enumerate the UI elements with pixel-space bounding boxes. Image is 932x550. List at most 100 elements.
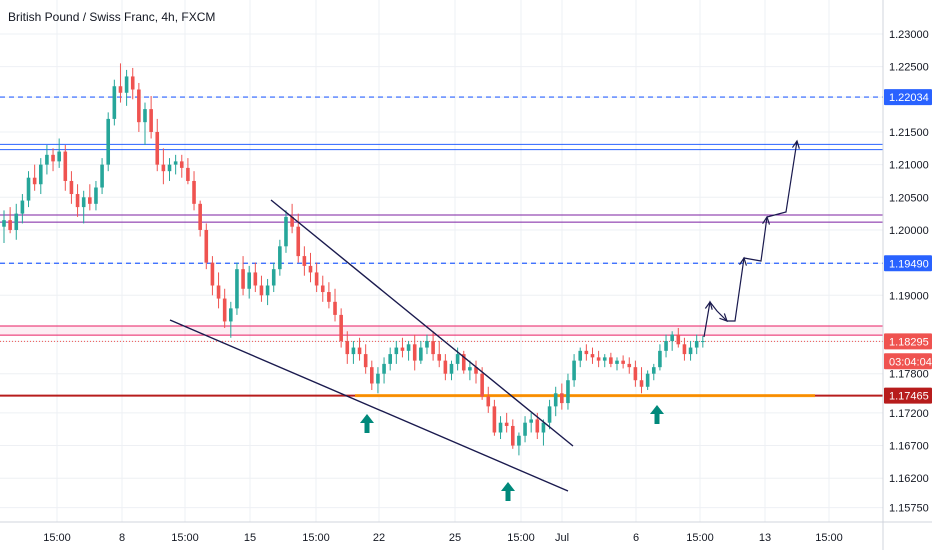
candle-body [118,86,123,93]
candle-body [461,354,466,371]
buy-arrow-icon [360,414,374,433]
candle-body [284,216,288,247]
candle-body [370,367,374,384]
candle-body [345,341,350,355]
candle-body [235,269,239,309]
time-tick-label: 15:00 [686,532,714,544]
candle-body [20,200,25,214]
candle-body [676,334,681,345]
candle-body [229,308,233,322]
candle-body [517,435,521,446]
candle-body [192,180,196,204]
candle-body [81,197,86,208]
time-axis[interactable]: 15:00 8 15:00 15 15:00 22 25 15:00 Jul 6 15:00 13 15… [43,532,843,544]
candle-body [155,131,160,165]
price-axis[interactable]: 1.15750 1.16200 1.16700 1.17200 1.17800 1.190… [889,29,929,515]
candle-body [94,187,98,204]
candle-body [443,360,448,374]
candle-body [106,118,111,165]
candle-body [504,422,509,426]
chart-title: British Pound / Swiss Franc, 4h, FXCM [8,10,215,24]
price-tick-label: 1.20000 [889,225,929,237]
candle-body [480,373,484,397]
price-tags: 1.22034 1.19490 1.18295 03:04:04 1.17465 [884,89,932,404]
candle-body [69,180,74,195]
candle-body [425,341,429,348]
candle-body [541,422,546,433]
candle-body [265,285,270,296]
candle-body [633,367,638,381]
candle-body [130,76,135,90]
candle-body [498,422,503,433]
candle-body [363,354,368,368]
price-tag-badge [884,353,932,370]
candle-body [137,89,141,123]
candle-body [14,213,19,230]
buy-arrow-icon [501,482,515,501]
time-tick-label: Jul [555,532,569,544]
candle-body [63,151,68,181]
candle-body [474,367,478,374]
candle-body [204,229,209,263]
candle-body [210,262,215,286]
candle-body [57,151,61,162]
candle-body [639,380,644,387]
arrowhead-icon [762,215,771,225]
price-tick-label: 1.20500 [889,192,929,204]
candle-body [216,285,221,299]
price-tick-label: 1.16700 [889,441,929,453]
candle-body [38,164,43,185]
arrowhead-icon [739,256,747,266]
price-tick-label: 1.17800 [889,369,929,381]
candle-body [670,334,674,342]
time-tick-label: 15:00 [302,532,330,544]
candle-body [382,363,386,374]
candle-body [143,109,147,123]
candle-body [333,301,337,315]
candle-body [437,354,442,361]
time-tick-label: 15:00 [171,532,199,544]
price-tag-label: 1.18295 [889,336,929,348]
candle-body [578,350,583,361]
candle-body [149,109,153,132]
candle-body [492,406,497,433]
candle-body [701,341,705,343]
candle-body [553,393,558,407]
candle-body [694,341,699,348]
candle-body [259,285,264,296]
price-tag-label: 03:04:04 [889,356,932,368]
candle-body [376,373,380,384]
time-tick-label: 15:00 [815,532,843,544]
candle-body [523,422,527,436]
price-tick-label: 1.17200 [889,408,929,420]
candle-body [253,272,258,286]
candle-body [388,354,392,364]
candle-body [412,344,417,361]
candle-layer [2,63,705,456]
price-tag-badge [884,89,932,106]
candle-body [314,272,319,286]
candle-body [645,373,650,387]
candle-body [682,344,687,355]
candle-body [100,164,104,188]
candle-body [664,341,668,351]
candle-body [247,272,251,289]
price-tick-label: 1.22500 [889,62,929,74]
candle-body [449,363,454,374]
candle-body [51,154,55,162]
time-tick-label: 6 [633,532,639,544]
candle-body [510,425,515,446]
candle-body [167,164,172,172]
arrowhead-icon [719,313,728,322]
candle-body [222,298,227,322]
candle-body [8,220,12,230]
candle-body [302,256,307,266]
price-tag-label: 1.22034 [889,92,929,104]
candle-body [290,216,294,227]
drawing-layer [169,139,800,501]
candle-body [26,177,31,201]
candle-body [296,226,301,257]
candle-body [198,203,202,230]
candle-body [688,347,693,355]
